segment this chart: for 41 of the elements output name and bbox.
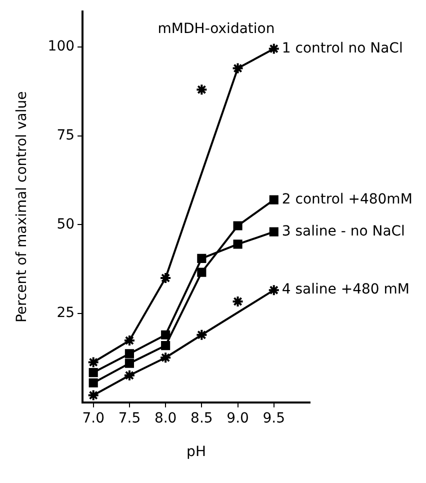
point	[233, 221, 242, 230]
point	[123, 334, 136, 347]
point	[87, 356, 100, 368]
series-label: 3 saline - no NaCl	[282, 223, 405, 240]
point	[161, 340, 170, 350]
point	[161, 330, 170, 340]
x-tick-label: 9.5	[262, 410, 286, 426]
point	[123, 369, 136, 382]
series-label: 1 control no NaCl	[282, 40, 403, 56]
point	[160, 352, 172, 364]
y-tick-label: 75	[56, 127, 75, 144]
y-tick-label: 50	[56, 216, 75, 232]
point	[160, 272, 172, 284]
point	[196, 328, 208, 341]
series-label: 4 saline +480 mM	[282, 282, 410, 298]
point	[269, 195, 278, 204]
point	[124, 349, 134, 358]
text: mMDH-oxidation	[158, 21, 275, 38]
y-tick-label: 100	[48, 38, 75, 55]
x-tick-label: 8.0	[154, 410, 177, 426]
point	[88, 378, 98, 388]
point	[197, 254, 206, 263]
x-axis-title: pH	[186, 444, 206, 460]
point	[268, 284, 280, 296]
point	[87, 389, 100, 402]
point	[196, 84, 208, 96]
x-tick-label: 7.0	[82, 410, 104, 426]
point	[88, 368, 98, 378]
x-tick-label: 7.5	[118, 410, 141, 426]
y-tick-label: 25	[56, 305, 75, 322]
point	[124, 358, 134, 368]
point	[197, 268, 206, 277]
point	[232, 295, 244, 308]
x-tick-label: 8.5	[190, 410, 213, 426]
series-label: 2 control +480mM	[282, 191, 412, 208]
point	[268, 42, 280, 55]
point	[233, 240, 242, 249]
y-axis-title: Percent of maximal control value	[14, 91, 30, 323]
point	[232, 62, 244, 74]
x-tick-label: 9.0	[226, 410, 249, 426]
point	[269, 227, 278, 236]
